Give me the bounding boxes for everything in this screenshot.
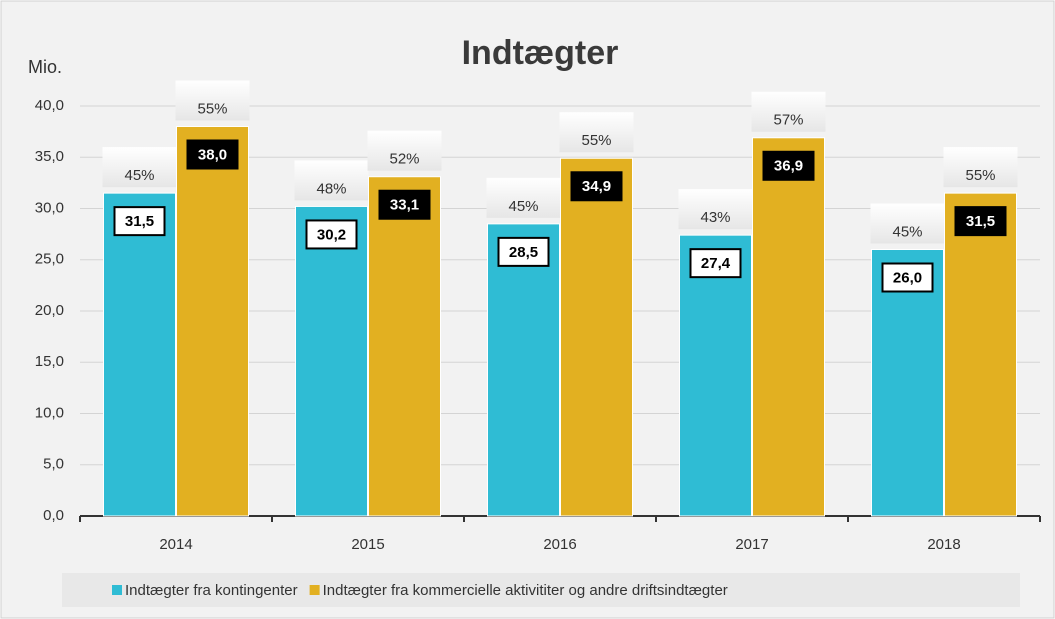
y-tick-label: 10,0 (35, 404, 64, 421)
y-tick-label: 20,0 (35, 302, 64, 319)
value-label: 31,5 (966, 213, 995, 230)
value-label-box (881, 262, 934, 293)
share-label-box (870, 203, 945, 244)
y-tick-label: 25,0 (35, 251, 64, 268)
value-label-box (378, 189, 431, 220)
y-axis-label: Mio. (28, 57, 62, 77)
share-label-box (367, 130, 442, 171)
value-label: 26,0 (893, 269, 922, 286)
y-tick-label: 5,0 (43, 456, 64, 473)
value-label-box (954, 206, 1007, 237)
bar (295, 205, 368, 517)
share-label: 43% (700, 209, 730, 226)
value-label-box (186, 139, 239, 170)
bar (176, 126, 249, 517)
share-label: 55% (965, 167, 995, 184)
legend-swatch (112, 585, 122, 595)
legend-label: Indtægter fra kommercielle aktivititer o… (323, 582, 728, 599)
x-tick-label: 2017 (735, 536, 768, 553)
y-tick-label: 0,0 (43, 507, 64, 524)
value-label: 33,1 (390, 197, 419, 214)
bar (944, 192, 1017, 517)
y-tick-label: 40,0 (35, 97, 64, 114)
x-tick-label: 2015 (351, 536, 384, 553)
share-label-box (102, 147, 177, 188)
chart-title: Indtægter (462, 34, 619, 72)
legend-swatch (309, 585, 320, 595)
share-label: 45% (124, 167, 154, 184)
share-label: 45% (508, 198, 538, 215)
share-label-box (486, 177, 561, 218)
value-label: 38,0 (198, 146, 227, 163)
value-label: 36,9 (774, 158, 803, 175)
bar (560, 157, 633, 517)
value-label-box (305, 219, 358, 250)
y-tick-label: 35,0 (35, 148, 64, 165)
value-label: 31,5 (125, 213, 154, 230)
bar (368, 176, 441, 517)
value-label: 34,9 (582, 178, 611, 195)
bar (103, 192, 176, 517)
share-label: 55% (197, 100, 227, 117)
value-label-box (497, 236, 550, 267)
share-label-box (559, 112, 634, 153)
x-tick-label: 2014 (159, 536, 192, 553)
value-label-box (570, 171, 623, 202)
share-label: 45% (892, 223, 922, 240)
y-tick-label: 15,0 (35, 353, 64, 370)
x-tick-label: 2018 (927, 536, 960, 553)
share-label: 57% (773, 112, 803, 129)
value-label: 28,5 (509, 244, 538, 261)
legend-label: Indtægter fra kontingenter (125, 582, 298, 599)
bar (679, 234, 752, 517)
share-label-box (678, 189, 753, 230)
share-label: 48% (316, 180, 346, 197)
value-label: 30,2 (317, 226, 346, 243)
share-label-box (175, 80, 250, 121)
bar (487, 223, 560, 517)
bar (752, 137, 825, 517)
share-label: 55% (581, 132, 611, 149)
share-label: 52% (389, 151, 419, 168)
value-label-box (113, 206, 166, 237)
value-label: 27,4 (701, 255, 731, 272)
bar (871, 249, 944, 517)
share-label-box (294, 160, 369, 201)
share-label-box (751, 91, 826, 132)
share-label-box (943, 147, 1018, 188)
value-label-box (689, 248, 742, 279)
x-tick-label: 2016 (543, 536, 576, 553)
value-label-box (762, 150, 815, 181)
legend-box (62, 573, 1020, 607)
y-tick-label: 30,0 (35, 199, 64, 216)
